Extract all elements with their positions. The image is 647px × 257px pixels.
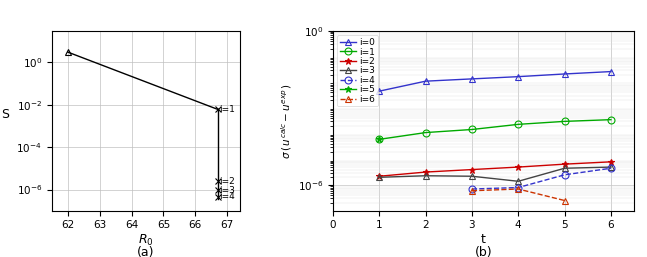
i=1 [422,131,430,134]
i=2 [561,163,569,166]
i=6 [514,187,522,190]
i=2 [375,175,383,178]
i=3 [375,176,383,179]
i=3 [422,174,430,177]
i=3 [468,175,476,178]
i=1 [607,118,615,121]
Y-axis label: S: S [1,108,9,121]
i=3 [514,180,522,183]
X-axis label: t: t [481,233,486,246]
i=1 [514,123,522,126]
Line: i=3: i=3 [376,164,615,185]
Text: i=2: i=2 [219,177,235,186]
Text: (b): (b) [475,246,492,257]
i=0 [607,70,615,73]
Legend: i=0, i=1, i=2, i=3, i=4, i=5, i=6: i=0, i=1, i=2, i=3, i=4, i=5, i=6 [338,35,378,106]
i=4 [514,186,522,189]
Text: (a): (a) [137,246,155,257]
i=3 [607,166,615,169]
i=6 [561,199,569,202]
i=4 [607,167,615,170]
i=2 [468,168,476,171]
i=0 [561,72,569,76]
i=0 [375,90,383,93]
i=0 [422,80,430,83]
i=6 [468,189,476,192]
Text: i=4: i=4 [219,192,235,201]
Text: i=3: i=3 [219,186,235,195]
Line: i=4: i=4 [468,165,615,192]
i=4 [561,173,569,176]
Line: i=6: i=6 [468,186,568,204]
Y-axis label: $\sigma\,(\,u^{calc} - u^{exp}\,)$: $\sigma\,(\,u^{calc} - u^{exp}\,)$ [279,83,294,159]
i=0 [468,77,476,80]
Line: i=0: i=0 [376,68,615,95]
i=4 [468,187,476,190]
Text: i=1: i=1 [219,105,235,114]
Line: i=2: i=2 [376,158,615,180]
i=2 [607,160,615,163]
i=2 [514,166,522,169]
Line: i=1: i=1 [376,116,615,143]
i=1 [468,128,476,131]
i=0 [514,75,522,78]
X-axis label: $R_0$: $R_0$ [138,233,154,248]
i=2 [422,170,430,173]
i=1 [561,120,569,123]
i=3 [561,167,569,170]
i=1 [375,138,383,141]
